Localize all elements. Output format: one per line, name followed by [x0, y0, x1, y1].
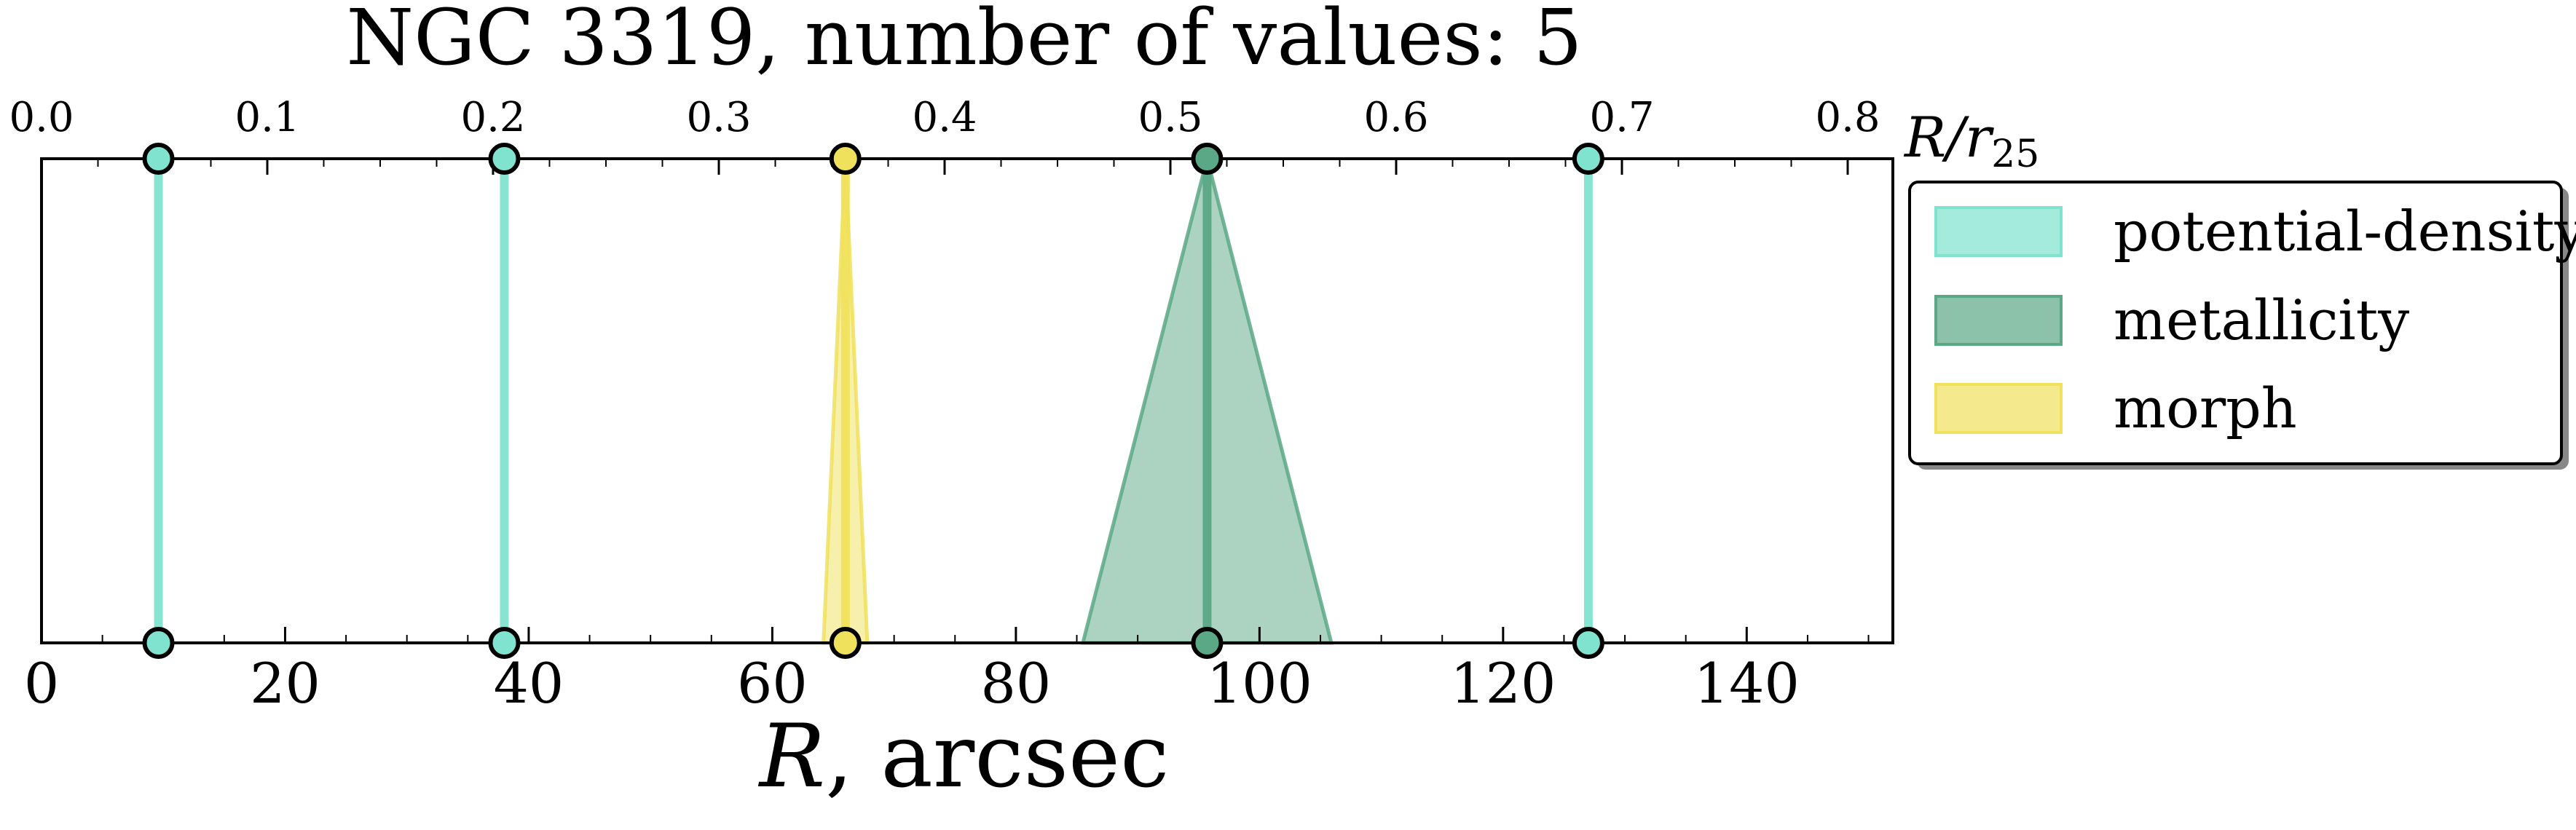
- bottom-tick-label: 60: [737, 651, 808, 716]
- value-marker: [142, 627, 175, 659]
- data-lines: [154, 159, 1593, 643]
- value-marker: [488, 143, 521, 175]
- bottom-axis-ticks: 0 20 40 60 80 100 120 140: [24, 627, 1870, 716]
- legend-swatch: [1934, 295, 2063, 346]
- top-tick-label: 0.3: [686, 94, 751, 141]
- top-tick-label: 0.1: [235, 94, 299, 141]
- chart-title: NGC 3319, number of values: 5: [346, 0, 1582, 82]
- value-marker: [488, 627, 521, 659]
- legend: potential-density metallicity morph: [1908, 181, 2576, 470]
- top-tick-label: 0.4: [912, 94, 977, 141]
- top-tick-label: 0.8: [1815, 94, 1880, 141]
- top-axis-ticks: 0.0 0.1 0.2 0.3 0.4 0.5 0.6 0.7 0.8: [9, 94, 1880, 175]
- value-marker: [1572, 143, 1604, 175]
- x-axis-label: R, arcsec: [758, 706, 1170, 807]
- legend-box: [1908, 181, 2563, 465]
- top-tick-label: 0.5: [1138, 94, 1202, 141]
- legend-swatch: [1934, 206, 2063, 257]
- legend-label: metallicity: [2114, 288, 2409, 352]
- plot-frame: [40, 157, 1894, 644]
- value-marker: [1191, 627, 1224, 659]
- bottom-tick-label: 0: [24, 651, 59, 716]
- legend-label: potential-density: [2114, 199, 2576, 264]
- top-tick-label: 0.6: [1363, 94, 1428, 141]
- bottom-tick-label: 20: [250, 651, 320, 716]
- bottom-tick-label: 140: [1694, 651, 1800, 716]
- data-bands: [822, 158, 1334, 645]
- legend-swatch: [1934, 383, 2063, 434]
- top-tick-label: 0.2: [460, 94, 525, 141]
- top-tick-label: 0.7: [1589, 94, 1654, 141]
- top-tick-label: 0.0: [9, 94, 74, 141]
- bottom-tick-label: 40: [494, 651, 564, 716]
- bottom-tick-label: 100: [1207, 651, 1312, 716]
- value-marker: [142, 143, 175, 175]
- bottom-tick-label: 120: [1450, 651, 1556, 716]
- bottom-tick-label: 80: [981, 651, 1052, 716]
- value-marker: [1191, 143, 1224, 175]
- value-marker: [1572, 627, 1604, 659]
- legend-label: morph: [2114, 376, 2297, 440]
- data-markers: [142, 143, 1604, 659]
- value-marker: [829, 143, 862, 175]
- top-axis-label: R/r25: [1903, 105, 2039, 176]
- value-marker: [829, 627, 862, 659]
